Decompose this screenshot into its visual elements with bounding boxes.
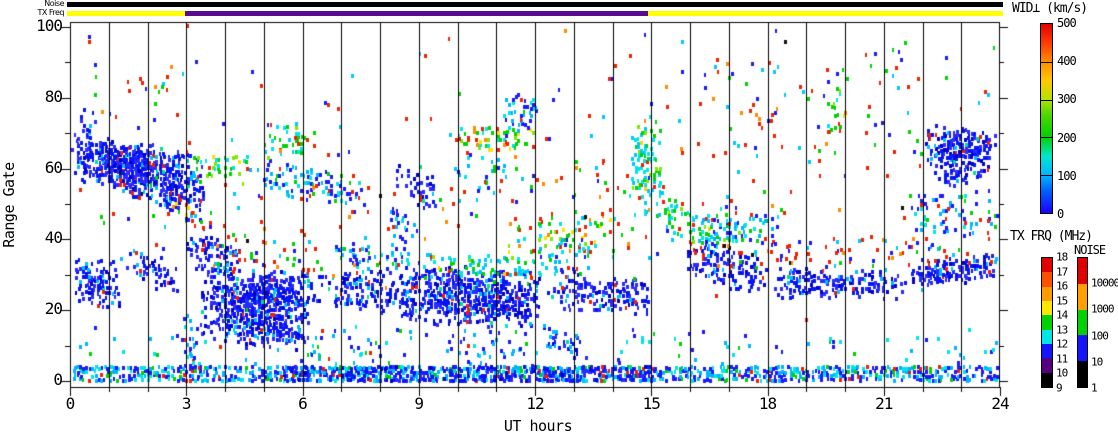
wid-colorbar-divider: [1041, 61, 1052, 63]
noise-strip-label: Noise: [44, 0, 64, 8]
colorbar-tick-label: 100: [1091, 329, 1109, 343]
y-tick-label: 80: [44, 86, 63, 106]
y-tick-label: 100: [36, 16, 63, 35]
colorbar-segment: [1042, 343, 1052, 359]
noise-colorbar: [1077, 257, 1088, 388]
x-tick-label: 15: [642, 394, 661, 413]
colorbar-segment: [1042, 300, 1052, 316]
colorbar-tick-label: 10: [1091, 355, 1103, 369]
y-tick-label: 40: [44, 228, 63, 248]
colorbar-tick-label: 16: [1056, 279, 1068, 293]
strip-segment: [67, 11, 185, 16]
txfreq-strip-label: TX Freq: [37, 8, 64, 17]
wid-colorbar-tick-label: 300: [1057, 92, 1077, 107]
wid-colorbar-divider: [1041, 99, 1052, 101]
txfrq-colorbar: [1041, 257, 1053, 388]
colorbar-tick-label: 10000: [1091, 276, 1118, 290]
colorbar-tick-label: 1000: [1091, 302, 1114, 316]
colorbar-segment: [1078, 335, 1087, 362]
noise-strip: [67, 2, 1003, 7]
wid-colorbar-title: WID⊥ (km/s): [1012, 1, 1088, 16]
y-tick-label: 0: [53, 370, 63, 389]
colorbar-tick-label: 11: [1056, 352, 1068, 366]
colorbar-segment: [1078, 309, 1087, 336]
colorbar-segment: [1042, 315, 1052, 330]
wid-colorbar-tick-label: 0: [1057, 207, 1064, 221]
txfrq-colorbar-title: TX FRQ (MHz): [1010, 229, 1093, 244]
y-tick-label: 60: [44, 157, 63, 177]
strip-segment: [648, 11, 1003, 16]
y-tick-label: 20: [44, 299, 63, 319]
colorbar-tick-label: 17: [1056, 265, 1068, 279]
x-tick-label: 18: [758, 394, 777, 413]
txfreq-strip: [67, 11, 1003, 16]
colorbar-tick-label: 18: [1056, 250, 1068, 264]
colorbar-segment: [1042, 358, 1052, 373]
strip-segment: [184, 11, 649, 16]
x-tick-label: 3: [181, 394, 192, 413]
colorbar-tick-label: 1: [1091, 381, 1098, 395]
colorbar-segment: [1042, 272, 1052, 287]
colorbar-tick-label: 15: [1056, 294, 1068, 308]
colorbar-tick-label: 12: [1056, 337, 1068, 351]
x-tick-label: 12: [526, 394, 544, 413]
x-tick-label: 0: [65, 394, 76, 413]
wid-colorbar-divider: [1041, 175, 1052, 177]
wid-colorbar-divider: [1041, 137, 1052, 139]
wid-colorbar: [1040, 23, 1053, 214]
noise-colorbar-title: NOISE: [1074, 243, 1106, 257]
colorbar-segment: [1078, 361, 1087, 387]
colorbar-segment: [1042, 286, 1052, 301]
strip-segment: [67, 2, 1003, 7]
colorbar-tick-label: 9: [1056, 381, 1063, 395]
colorbar-tick-label: 13: [1056, 323, 1068, 337]
wid-colorbar-tick-label: 200: [1057, 130, 1077, 145]
colorbar-segment: [1042, 258, 1052, 273]
wid-colorbar-tick-label: 100: [1057, 168, 1077, 183]
wid-colorbar-tick-label: 500: [1057, 16, 1077, 30]
colorbar-segment: [1042, 372, 1052, 387]
x-axis-title: UT hours: [503, 417, 573, 435]
x-tick-label: 24: [991, 394, 1009, 413]
x-tick-label: 9: [414, 394, 424, 413]
x-tick-label: 21: [875, 394, 893, 413]
wid-colorbar-tick-label: 400: [1057, 54, 1077, 69]
colorbar-segment: [1078, 283, 1087, 310]
colorbar-tick-label: 10: [1056, 366, 1068, 380]
colorbar-tick-label: 14: [1056, 308, 1068, 322]
colorbar-segment: [1078, 258, 1087, 284]
colorbar-segment: [1042, 329, 1052, 344]
x-tick-label: 6: [298, 394, 308, 413]
